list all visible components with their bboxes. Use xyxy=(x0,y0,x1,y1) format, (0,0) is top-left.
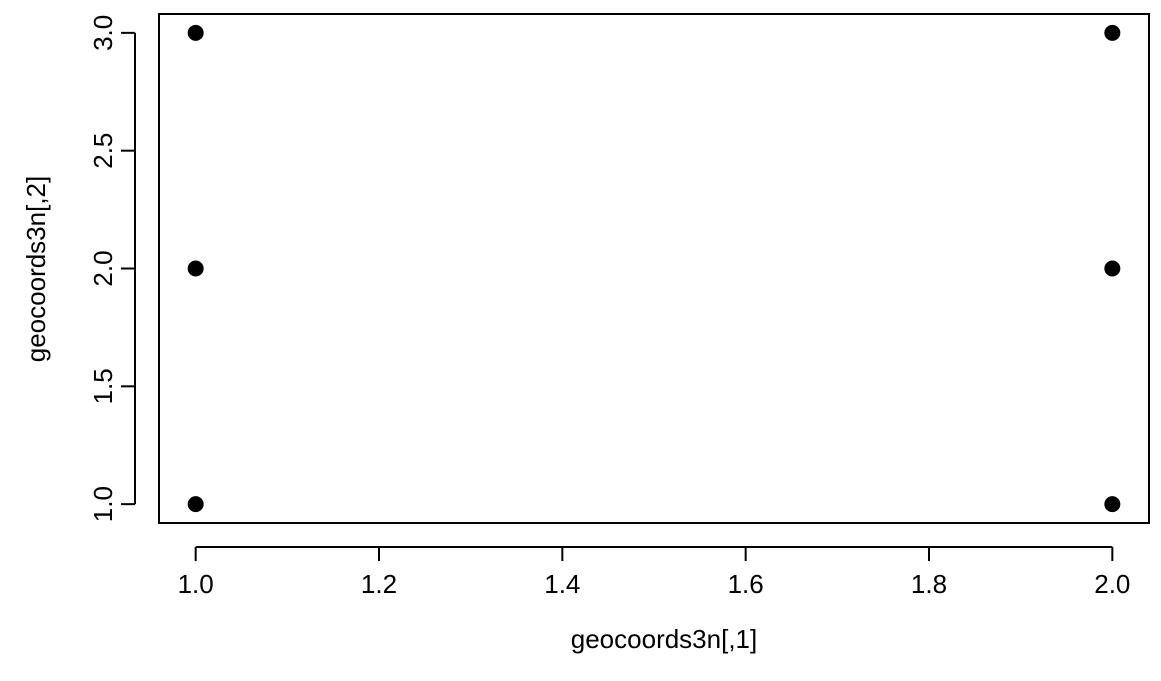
x-tick-label: 1.0 xyxy=(178,569,214,599)
x-tick-label: 1.4 xyxy=(544,569,580,599)
data-point xyxy=(187,260,204,277)
y-axis-label: geocoords3n[,2] xyxy=(21,176,51,362)
data-point xyxy=(1104,496,1121,513)
x-tick-label: 1.8 xyxy=(911,569,947,599)
data-point xyxy=(187,24,204,41)
plot-frame xyxy=(158,13,1150,524)
data-points xyxy=(187,24,1121,513)
x-tick-label: 1.2 xyxy=(361,569,397,599)
y-tick-label: 2.5 xyxy=(88,133,118,169)
data-point xyxy=(1104,24,1121,41)
data-point xyxy=(187,496,204,513)
x-axis: 1.0 1.2 1.4 1.6 1.8 2.0 xyxy=(178,546,1130,599)
y-tick-label: 1.5 xyxy=(88,368,118,404)
x-tick-label: 1.6 xyxy=(728,569,764,599)
y-axis: 1.0 1.5 2.0 2.5 3.0 xyxy=(88,15,136,522)
x-axis-label: geocoords3n[,1] xyxy=(571,624,757,654)
data-point xyxy=(1104,260,1121,277)
x-tick-label: 2.0 xyxy=(1094,569,1130,599)
y-tick-label: 2.0 xyxy=(88,250,118,286)
y-tick-label: 3.0 xyxy=(88,15,118,51)
y-tick-label: 1.0 xyxy=(88,486,118,522)
